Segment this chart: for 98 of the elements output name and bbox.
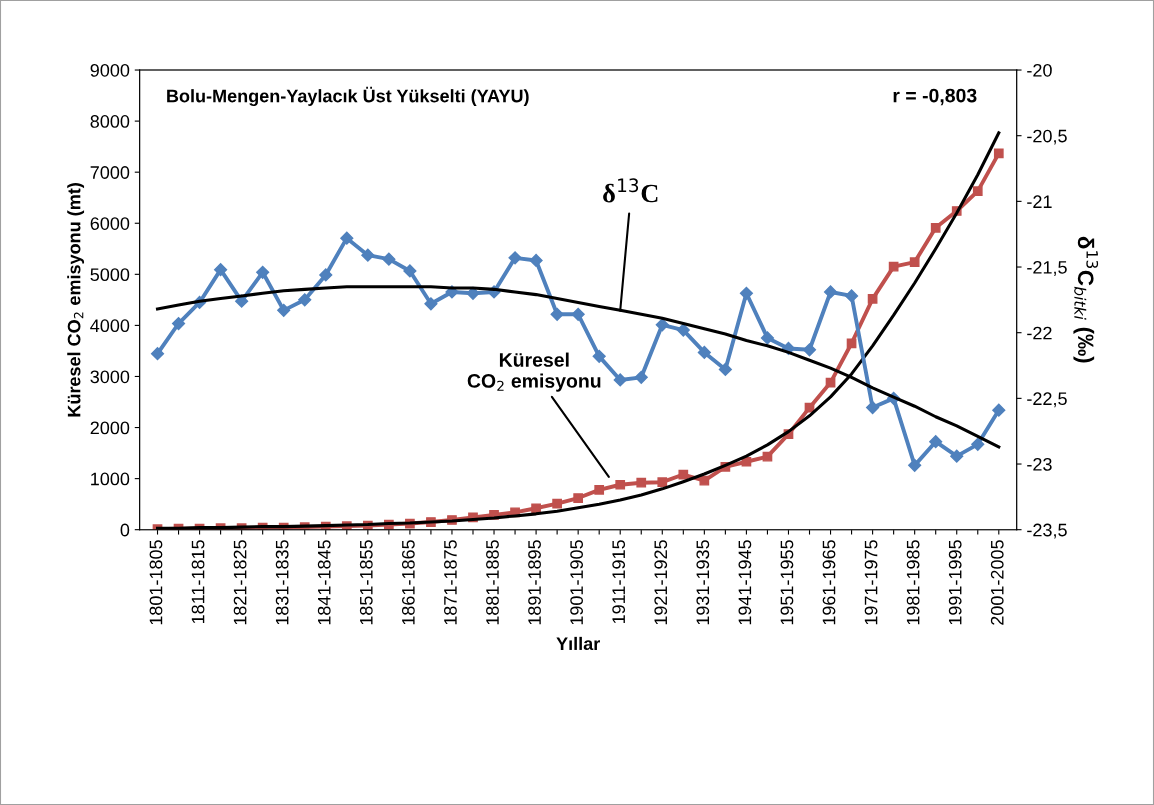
point [888,261,899,272]
x-tick-label: 1871-1875 [444,540,457,625]
y2-tick-label: -22 [1027,326,1052,340]
point [950,449,964,463]
x-tick-label: 1991-1995 [948,540,962,625]
x-tick-label: 1971-1975 [864,540,878,625]
y2-tick-label: -20,5 [1027,129,1067,145]
x-tick-label: 1811-1815 [191,540,205,624]
x-tick-label: 2001-2005 [990,540,1004,625]
point [277,303,291,317]
point [361,248,375,262]
point [972,186,983,196]
x-tick-label: 1831-1835 [275,540,289,625]
x-tick-label: 1901-1905 [570,540,583,625]
point [739,286,753,300]
y-tick-label: 0 [120,523,130,537]
point [657,477,668,488]
point [319,268,333,282]
text: Bolu-Mengen-Yaylacık Üst Yükselti (YAYU) [167,86,529,107]
x-tick-label: 1801-1805 [149,540,163,625]
point [508,251,522,265]
x-tick-label: 1891-1895 [528,540,541,625]
point [214,263,228,277]
point [697,345,711,359]
x-axis-title: Yıllar [556,636,600,651]
y-tick-label: 6000 [90,217,130,230]
x-tick-label: 1921-1925 [654,540,668,625]
y2-tick-label: -20 [1027,63,1052,77]
y-tick-label: 3000 [90,370,130,384]
annotation: Küresel CO$_{2}$ emisyonu [467,352,601,392]
point [592,349,606,363]
point [823,285,838,299]
point [613,373,627,387]
point [235,294,249,308]
y-tick-label: 1000 [91,472,130,486]
y2-tick-label: -21,5 [1027,260,1067,276]
point [993,148,1004,159]
point [718,362,732,377]
point [971,437,985,451]
point [846,338,857,349]
point [866,400,880,415]
point [531,503,541,514]
x-tick-label: 1941-1945 [738,540,752,625]
point [909,257,920,267]
y-tick-label: 7000 [90,166,130,179]
y-tick-label: 5000 [90,268,130,282]
point [992,403,1006,417]
point [699,475,710,486]
x-tick-label: 1981-1985 [906,540,920,625]
point [908,458,922,472]
y2-tick-label: -22,5 [1027,392,1067,408]
point [636,477,647,488]
point [615,479,626,490]
point [867,293,878,304]
point [403,264,417,278]
point [424,297,438,311]
y2-tick-label: -23 [1027,457,1052,471]
x-tick-label: 1841-1845 [317,540,331,625]
point [552,498,562,509]
point [762,451,773,462]
x-tick-label: 1931-1935 [696,540,710,625]
point [594,484,605,495]
point [655,318,669,332]
x-tick-label: 1951-1955 [780,540,794,625]
point [298,293,312,307]
y2-axis-title: δ$^{13}$C$_{bitki}$ (‰) [1073,236,1099,363]
x-tick-label: 1961-1965 [822,540,836,625]
y-tick-label: 4000 [90,319,130,333]
y-tick-label: 2000 [90,421,130,435]
point [802,343,817,357]
point [571,307,585,321]
y-axis-title: Küresel CO$_{2}$ emisyonu (mt) [67,183,85,417]
point [676,323,690,337]
annotation: δ$^{13}$C [603,178,658,203]
point [529,253,543,268]
y-tick-label: 8000 [90,115,130,128]
point [844,289,859,303]
point [634,370,648,384]
y2-tick-label: -23,5 [1027,523,1067,539]
x-tick-label: 1911-1915 [612,540,626,624]
x-tick-label: 1821-1825 [233,540,247,625]
x-tick-label: 1861-1865 [401,540,415,625]
annotation: r = -0,803 [893,88,977,106]
x-tick-label: 1851-1855 [359,540,373,625]
point [382,252,396,266]
point [678,469,689,480]
point [171,316,186,331]
point [150,347,165,361]
y-tick-label: 9000 [90,63,130,77]
point [340,231,354,245]
point [929,435,943,449]
point [256,265,270,279]
y2-tick-label: -21 [1027,195,1052,208]
point [573,493,584,503]
point [760,331,775,345]
point [930,222,941,233]
x-tick-label: 1881-1885 [486,540,499,625]
point [550,307,564,321]
